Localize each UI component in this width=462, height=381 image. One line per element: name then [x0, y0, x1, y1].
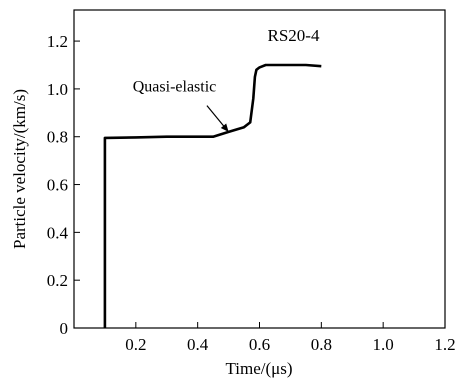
y-tick-label: 0.6 [47, 176, 68, 195]
series-line [103, 63, 322, 328]
x-tick-label: 0.6 [249, 335, 270, 354]
x-tick-label: 0.4 [187, 335, 209, 354]
series-label: RS20-4 [268, 26, 320, 45]
y-tick-label: 0 [60, 319, 69, 338]
series-layer: RS20-4 [103, 26, 322, 328]
annotation-layer: Quasi-elastic [133, 78, 230, 133]
y-tick-label: 1.2 [47, 32, 68, 51]
x-tick-label: 0.8 [311, 335, 332, 354]
ticks [74, 40, 446, 329]
y-tick-label: 0.8 [47, 128, 68, 147]
y-tick-label: 0.2 [47, 271, 68, 290]
annotation-arrowhead [220, 123, 229, 132]
x-axis-title: Time/(μs) [225, 359, 292, 378]
x-tick-label: 1.2 [434, 335, 455, 354]
tick-labels: 0.2 0.4 0.6 0.8 1.0 1.2 0 0.2 0.4 0.6 0.8 1.0 1.2 [47, 32, 456, 354]
x-tick-label: 0.2 [125, 335, 146, 354]
y-tick-label: 0.4 [47, 223, 69, 242]
plot-frame [73, 9, 446, 329]
x-tick-label: 1.0 [373, 335, 394, 354]
y-tick-label: 1.0 [47, 80, 68, 99]
y-axis-title: Particle velocity/(km/s) [10, 89, 29, 249]
annotation-text: Quasi-elastic [133, 78, 217, 95]
